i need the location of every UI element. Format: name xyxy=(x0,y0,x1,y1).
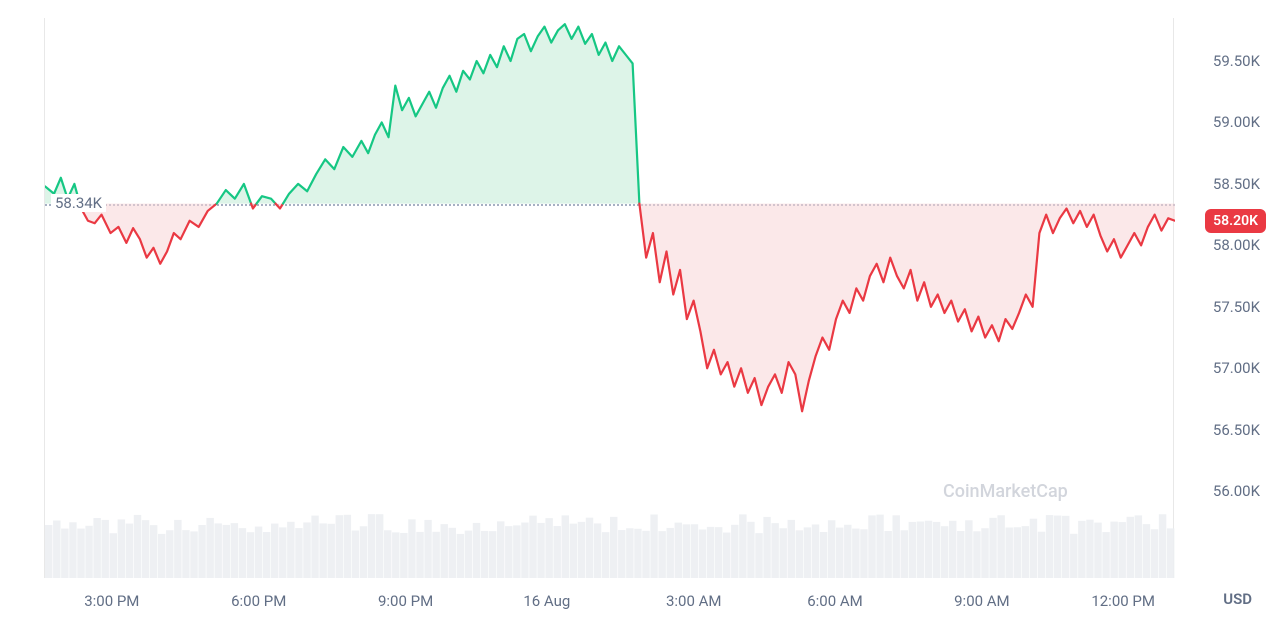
chart-container[interactable]: 58.34K CoinMarketCap xyxy=(44,18,1174,578)
y-axis: 59.50K 59.00K 58.50K 58.00K 57.50K 57.00K 56.5… xyxy=(1170,18,1260,578)
current-price-badge: 58.20K xyxy=(1205,209,1266,233)
y-tick: 58.50K xyxy=(1213,175,1260,193)
x-tick: 12:00 PM xyxy=(1091,592,1155,610)
watermark-text: CoinMarketCap xyxy=(943,481,1068,502)
x-tick: 6:00 AM xyxy=(807,592,863,610)
volume-area xyxy=(45,498,1175,578)
baseline-label: 58.34K xyxy=(51,194,106,212)
x-tick: 3:00 AM xyxy=(666,592,722,610)
x-tick: 9:00 AM xyxy=(954,592,1010,610)
y-tick: 57.50K xyxy=(1213,298,1260,316)
watermark: CoinMarketCap xyxy=(935,478,1045,504)
y-tick: 59.00K xyxy=(1213,113,1260,131)
currency-unit-label: USD xyxy=(1223,590,1252,608)
y-tick: 59.50K xyxy=(1213,52,1260,70)
x-tick: 6:00 PM xyxy=(231,592,286,610)
price-chart-svg xyxy=(45,18,1175,528)
x-tick: 9:00 PM xyxy=(378,592,433,610)
x-tick: 3:00 PM xyxy=(84,592,139,610)
y-tick: 56.50K xyxy=(1213,421,1260,439)
x-axis: 3:00 PM 6:00 PM 9:00 PM 16 Aug 3:00 AM 6:00 A… xyxy=(44,592,1174,622)
volume-svg xyxy=(45,498,1175,578)
y-tick: 57.00K xyxy=(1213,359,1260,377)
plot-area[interactable]: 58.34K xyxy=(45,18,1175,528)
y-tick: 58.00K xyxy=(1213,236,1260,254)
x-tick: 16 Aug xyxy=(523,592,570,610)
y-tick: 56.00K xyxy=(1213,482,1260,500)
